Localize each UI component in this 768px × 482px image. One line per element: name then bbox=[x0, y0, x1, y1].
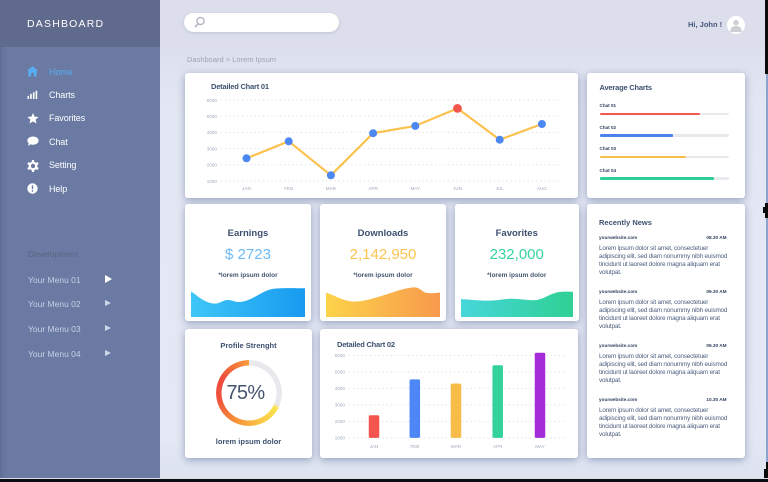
svg-text:MAR: MAR bbox=[326, 186, 337, 191]
svg-text:1000: 1000 bbox=[207, 179, 218, 184]
svg-text:6000: 6000 bbox=[207, 98, 218, 103]
svg-text:5000: 5000 bbox=[335, 370, 346, 375]
svg-text:JUL: JUL bbox=[496, 186, 505, 191]
svg-text:3000: 3000 bbox=[335, 403, 346, 408]
svg-text:FEB: FEB bbox=[410, 444, 419, 449]
svg-text:AUG: AUG bbox=[537, 186, 547, 191]
svg-text:6000: 6000 bbox=[335, 353, 346, 358]
svg-text:MAR: MAR bbox=[451, 444, 462, 449]
svg-text:2000: 2000 bbox=[335, 419, 346, 424]
svg-text:APR: APR bbox=[368, 186, 378, 191]
svg-text:JUN: JUN bbox=[453, 186, 462, 191]
svg-text:1000: 1000 bbox=[335, 436, 346, 441]
svg-text:2000: 2000 bbox=[207, 163, 218, 168]
svg-text:JAN: JAN bbox=[370, 444, 379, 449]
svg-text:5000: 5000 bbox=[207, 114, 218, 119]
svg-text:3000: 3000 bbox=[207, 146, 218, 151]
svg-text:4000: 4000 bbox=[207, 130, 218, 135]
svg-text:MAY: MAY bbox=[535, 444, 545, 449]
svg-text:JAN: JAN bbox=[242, 186, 251, 191]
svg-text:MAY: MAY bbox=[410, 186, 420, 191]
svg-text:4000: 4000 bbox=[335, 386, 346, 391]
svg-text:APR: APR bbox=[493, 444, 503, 449]
svg-text:FEB: FEB bbox=[284, 186, 293, 191]
